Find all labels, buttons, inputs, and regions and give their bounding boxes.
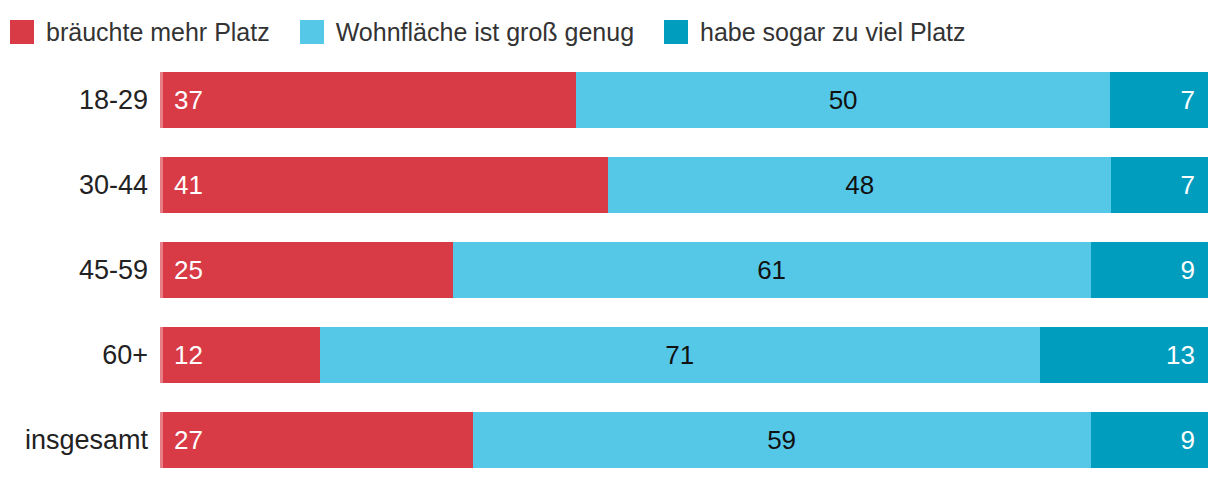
chart-row: 18-2937 50 7: [0, 72, 1220, 128]
stacked-bar: 12 71 13: [160, 327, 1208, 383]
legend-swatch-icon: [664, 20, 688, 44]
stacked-bar-chart: 18-2937 50 7 30-4441 48 7 45-5925 61 9 60+12 71 13 i…: [0, 72, 1220, 468]
bar-segment: 50: [576, 72, 1110, 128]
segment-value: 50: [829, 87, 858, 113]
bar-segment: 9: [1091, 412, 1208, 468]
chart-container: bräuchte mehr Platz Wohnfläche ist groß g…: [0, 0, 1220, 480]
chart-row: insgesamt27 59 9: [0, 412, 1220, 468]
segment-value: 27: [160, 427, 203, 453]
legend: bräuchte mehr Platz Wohnfläche ist groß g…: [0, 16, 1220, 48]
segment-value: 9: [1181, 427, 1208, 453]
segment-value: 7: [1181, 87, 1208, 113]
bar-segment: 61: [453, 242, 1091, 298]
legend-item: habe sogar zu viel Platz: [664, 20, 965, 45]
segment-value: 13: [1166, 342, 1208, 368]
bar-segment: 59: [473, 412, 1091, 468]
row-label: 60+: [0, 340, 160, 371]
legend-label: Wohnfläche ist groß genug: [336, 20, 634, 45]
segment-value: 48: [845, 172, 874, 198]
bar-segment: 27: [160, 412, 473, 468]
bar-segment: 48: [608, 157, 1111, 213]
legend-item: Wohnfläche ist groß genug: [300, 20, 634, 45]
legend-swatch-icon: [300, 20, 324, 44]
segment-value: 25: [160, 257, 203, 283]
stacked-bar: 27 59 9: [160, 412, 1208, 468]
row-label: 30-44: [0, 170, 160, 201]
segment-value: 41: [160, 172, 203, 198]
bar-segment: 9: [1091, 242, 1208, 298]
stacked-bar: 25 61 9: [160, 242, 1208, 298]
bar-segment: 25: [160, 242, 453, 298]
row-label: insgesamt: [0, 425, 160, 456]
row-label: 45-59: [0, 255, 160, 286]
segment-value: 71: [665, 342, 694, 368]
row-label: 18-29: [0, 85, 160, 116]
bar-segment: 71: [320, 327, 1040, 383]
segment-value: 7: [1181, 172, 1208, 198]
chart-row: 60+12 71 13: [0, 327, 1220, 383]
legend-swatch-icon: [10, 20, 34, 44]
segment-value: 9: [1181, 257, 1208, 283]
legend-label: habe sogar zu viel Platz: [700, 20, 965, 45]
legend-label: bräuchte mehr Platz: [46, 20, 270, 45]
bar-segment: 12: [160, 327, 320, 383]
chart-row: 30-4441 48 7: [0, 157, 1220, 213]
bar-segment: 41: [160, 157, 608, 213]
segment-value: 61: [757, 257, 786, 283]
segment-value: 37: [160, 87, 203, 113]
bar-segment: 13: [1040, 327, 1208, 383]
bar-segment: 7: [1110, 72, 1208, 128]
bar-segment: 7: [1111, 157, 1208, 213]
stacked-bar: 41 48 7: [160, 157, 1208, 213]
chart-row: 45-5925 61 9: [0, 242, 1220, 298]
bar-segment: 37: [160, 72, 576, 128]
segment-value: 59: [767, 427, 796, 453]
legend-item: bräuchte mehr Platz: [10, 20, 270, 45]
stacked-bar: 37 50 7: [160, 72, 1208, 128]
segment-value: 12: [160, 342, 203, 368]
